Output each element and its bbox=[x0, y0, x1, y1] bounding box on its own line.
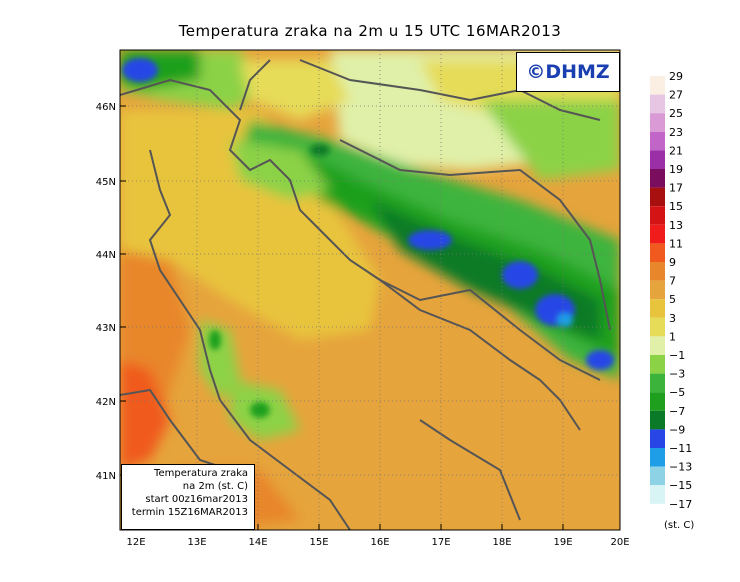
info-line: start 00z16mar2013 bbox=[145, 494, 248, 505]
lon-label: 12E bbox=[126, 537, 145, 548]
legend-color-cell bbox=[650, 392, 665, 411]
info-line: na 2m (st. C) bbox=[182, 481, 248, 492]
legend-color-cell bbox=[650, 206, 665, 225]
legend-color-cell bbox=[650, 485, 665, 504]
legend-color-cell bbox=[650, 355, 665, 374]
legend-label: −11 bbox=[669, 442, 692, 455]
legend-label: 15 bbox=[669, 200, 683, 213]
legend-color-cell bbox=[650, 373, 665, 393]
lon-label: 20E bbox=[610, 537, 629, 548]
legend-color-cell bbox=[650, 224, 665, 244]
legend-color-cell bbox=[650, 317, 665, 337]
map-frame bbox=[119, 49, 621, 531]
legend-color-cell bbox=[650, 280, 665, 300]
legend-label: 27 bbox=[669, 89, 683, 102]
legend-label: −9 bbox=[669, 423, 685, 436]
legend-label: 5 bbox=[669, 293, 676, 306]
legend-label: −1 bbox=[669, 349, 685, 362]
legend-label: −15 bbox=[669, 479, 692, 492]
info-line: termin 15Z16MAR2013 bbox=[131, 507, 248, 518]
temperature-field bbox=[120, 50, 620, 530]
color-legend: 29 27 25 23 21 19 17 15 13 11 9 7 5 3 1 −1 −3 −5 −7 −9 −11 −1… bbox=[650, 70, 692, 511]
legend-color-cell bbox=[650, 131, 665, 151]
legend-color-cell bbox=[650, 299, 665, 318]
info-line: Temperatura zraka bbox=[154, 468, 248, 479]
legend-color-cell bbox=[650, 150, 665, 169]
legend-label: 23 bbox=[669, 126, 683, 139]
lat-label: 45N bbox=[96, 177, 116, 188]
legend-label: 21 bbox=[669, 144, 683, 157]
lat-label: 44N bbox=[96, 250, 116, 261]
legend-label: 13 bbox=[669, 219, 683, 232]
lon-label: 15E bbox=[309, 537, 328, 548]
legend-color-cell bbox=[650, 466, 665, 486]
info-box: Temperatura zraka na 2m (st. C) start 00… bbox=[121, 464, 255, 530]
legend-label: 7 bbox=[669, 275, 676, 288]
legend-label: −13 bbox=[669, 461, 692, 474]
legend-label: 9 bbox=[669, 256, 676, 269]
legend-label: 25 bbox=[669, 107, 683, 120]
legend-label: −7 bbox=[669, 405, 685, 418]
legend-label: 11 bbox=[669, 237, 683, 250]
legend-color-cell bbox=[650, 94, 665, 114]
legend-color-cell bbox=[650, 76, 665, 95]
legend-color-cell bbox=[650, 448, 665, 467]
lon-label: 19E bbox=[553, 537, 572, 548]
graticule bbox=[120, 50, 620, 530]
legend-color-cell bbox=[650, 336, 665, 355]
lat-label: 43N bbox=[96, 323, 116, 334]
legend-label: −17 bbox=[669, 498, 692, 511]
lon-label: 17E bbox=[431, 537, 450, 548]
legend-label: 1 bbox=[669, 330, 676, 343]
legend-color-cell bbox=[650, 187, 665, 207]
legend-color-cell bbox=[650, 262, 665, 281]
lat-label: 42N bbox=[96, 397, 116, 408]
lat-label: 41N bbox=[96, 471, 116, 482]
lon-label: 13E bbox=[187, 537, 206, 548]
legend-label: 29 bbox=[669, 70, 683, 83]
legend-label: −3 bbox=[669, 368, 685, 381]
latitude-labels: 46N 45N 44N 43N 42N 41N bbox=[96, 102, 116, 482]
legend-label: 17 bbox=[669, 182, 683, 195]
lat-label: 46N bbox=[96, 102, 116, 113]
legend-color-cell bbox=[650, 410, 665, 430]
dhmz-logo: ©DHMZ bbox=[516, 52, 620, 92]
legend-color-cell bbox=[650, 243, 665, 262]
lon-label: 18E bbox=[492, 537, 511, 548]
legend-unit: (st. C) bbox=[664, 520, 695, 531]
legend-color-cell bbox=[650, 429, 665, 448]
map-title: Temperatura zraka na 2m u 15 UTC 16MAR20… bbox=[178, 22, 562, 40]
legend-label: 3 bbox=[669, 312, 676, 325]
legend-label: −5 bbox=[669, 386, 685, 399]
legend-color-cell bbox=[650, 113, 665, 132]
legend-color-cell bbox=[650, 169, 665, 188]
lon-label: 14E bbox=[248, 537, 267, 548]
longitude-labels: 12E 13E 14E 15E 16E 17E 18E 19E 20E bbox=[126, 537, 629, 548]
legend-label: 19 bbox=[669, 163, 683, 176]
coastlines bbox=[120, 59, 611, 530]
lon-label: 16E bbox=[370, 537, 389, 548]
